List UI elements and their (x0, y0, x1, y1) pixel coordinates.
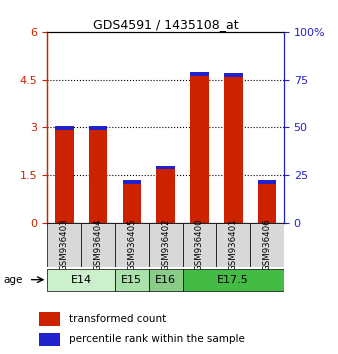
Text: transformed count: transformed count (69, 314, 166, 324)
Bar (55, 126, 74, 223)
Bar (123, 180, 141, 223)
Bar (47, 223, 81, 267)
Text: percentile rank within the sample: percentile rank within the sample (69, 335, 245, 344)
Bar (183, 268, 284, 291)
Bar (123, 180, 141, 184)
Bar (156, 166, 175, 170)
Bar (250, 223, 284, 267)
Text: E14: E14 (71, 275, 92, 285)
Text: GSM936403: GSM936403 (60, 219, 69, 272)
Bar (55, 126, 74, 130)
Text: GSM936402: GSM936402 (161, 219, 170, 272)
Bar (89, 126, 107, 223)
Bar (258, 180, 276, 184)
Bar (89, 126, 107, 130)
Text: E17.5: E17.5 (217, 275, 249, 285)
Bar (149, 223, 183, 267)
Bar (47, 268, 115, 291)
Bar (183, 223, 216, 267)
Text: GSM936401: GSM936401 (229, 219, 238, 272)
Bar (115, 268, 149, 291)
Text: GSM936406: GSM936406 (263, 219, 271, 272)
Bar (216, 223, 250, 267)
Bar (81, 223, 115, 267)
Bar (224, 73, 243, 223)
Bar (39, 333, 60, 346)
Text: E16: E16 (155, 275, 176, 285)
Bar (39, 312, 60, 326)
Bar (258, 180, 276, 223)
Text: GSM936405: GSM936405 (127, 219, 136, 272)
Bar (156, 166, 175, 223)
Text: E15: E15 (121, 275, 142, 285)
Bar (224, 73, 243, 77)
Text: GSM936404: GSM936404 (94, 219, 102, 272)
Bar (149, 268, 183, 291)
Text: age: age (3, 275, 23, 285)
Bar (190, 72, 209, 223)
Bar (190, 72, 209, 75)
Text: GSM936400: GSM936400 (195, 219, 204, 272)
Bar (115, 223, 149, 267)
Title: GDS4591 / 1435108_at: GDS4591 / 1435108_at (93, 18, 238, 31)
